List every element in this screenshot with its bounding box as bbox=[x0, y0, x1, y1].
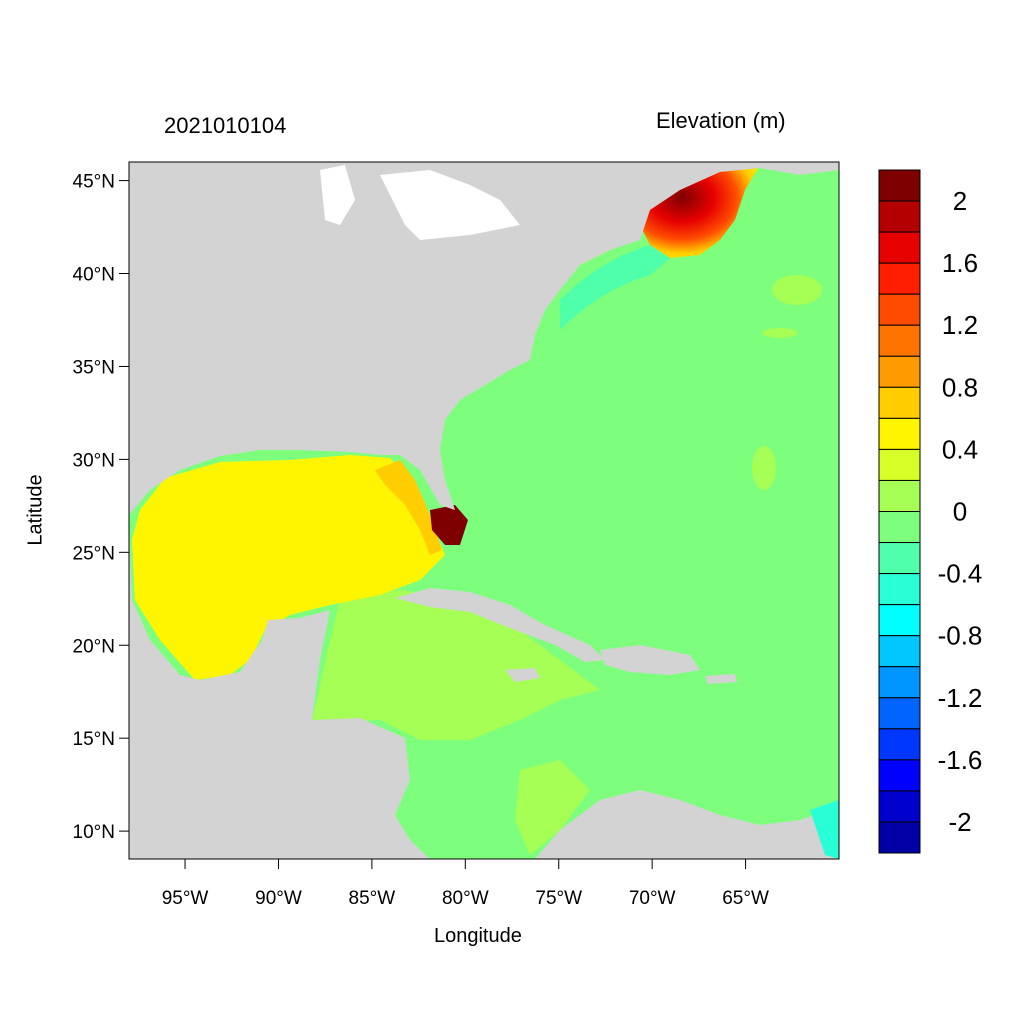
colorbar-swatch bbox=[878, 604, 921, 637]
patch-3 bbox=[762, 328, 798, 338]
y-tick-label: 20°N bbox=[73, 636, 115, 657]
land-cuba bbox=[395, 588, 605, 662]
variable-title: Elevation (m) bbox=[656, 108, 786, 133]
colorbar-label: -2 bbox=[948, 807, 971, 837]
colorbar-label: 2 bbox=[953, 186, 967, 216]
colorbar-swatch bbox=[878, 728, 921, 761]
x-axis-ticks: 95°W 90°W 85°W 80°W 75°W 70°W 65°W bbox=[162, 859, 769, 909]
x-tick-label: 75°W bbox=[535, 888, 582, 909]
patch-2 bbox=[752, 446, 776, 490]
land-puerto-rico bbox=[705, 674, 737, 684]
colorbar-swatch bbox=[878, 821, 921, 854]
colorbar-swatch bbox=[878, 635, 921, 668]
colorbar-label: 0 bbox=[953, 497, 967, 527]
colorbar-swatch bbox=[878, 231, 921, 264]
colorbar-label: -1.6 bbox=[938, 745, 983, 775]
colorbar-swatch bbox=[878, 386, 921, 419]
y-tick-label: 25°N bbox=[73, 543, 115, 564]
colorbar: 2 1.6 1.2 0.8 0.4 0 -0.4 -0.8 -1.2 -1.6 -2 bbox=[878, 169, 983, 854]
plot-frame bbox=[128, 161, 840, 860]
x-tick-label: 85°W bbox=[349, 888, 396, 909]
gulf-of-mexico bbox=[132, 455, 445, 680]
colorbar-swatch bbox=[878, 697, 921, 730]
colorbar-swatch bbox=[878, 759, 921, 792]
colorbar-label: -0.8 bbox=[938, 621, 983, 651]
colorbar-swatch bbox=[878, 448, 921, 481]
caribbean-south-zone bbox=[515, 760, 590, 855]
colorbar-label: 0.8 bbox=[942, 372, 978, 402]
colorbar-swatch bbox=[878, 169, 921, 202]
y-tick-label: 40°N bbox=[73, 265, 115, 286]
map-plot-area bbox=[129, 162, 839, 859]
great-lakes bbox=[320, 165, 355, 225]
land-north-america bbox=[129, 162, 839, 515]
x-tick-label: 65°W bbox=[722, 888, 769, 909]
colorbar-swatch bbox=[878, 542, 921, 575]
surge-northeast bbox=[640, 165, 760, 258]
colorbar-swatch bbox=[878, 262, 921, 295]
y-tick-label: 15°N bbox=[73, 729, 115, 750]
colorbar-swatch bbox=[878, 293, 921, 326]
y-tick-label: 30°N bbox=[73, 450, 115, 471]
map-timestamp: 2021010104 bbox=[164, 113, 287, 138]
x-axis-label: Longitude bbox=[434, 925, 522, 947]
x-tick-label: 70°W bbox=[629, 888, 676, 909]
colorbar-label: -0.4 bbox=[938, 559, 983, 589]
land-mexico bbox=[129, 515, 430, 859]
surge-florida bbox=[430, 505, 468, 545]
colorbar-swatch bbox=[878, 511, 921, 544]
colorbar-swatch bbox=[878, 573, 921, 606]
shelf-band bbox=[560, 245, 680, 330]
colorbar-swatch bbox=[878, 417, 921, 450]
colorbar-swatch bbox=[878, 479, 921, 513]
land-hispaniola bbox=[600, 645, 700, 675]
colorbar-label: 1.2 bbox=[942, 310, 978, 340]
coast-cyan bbox=[810, 800, 839, 859]
y-tick-label: 35°N bbox=[73, 357, 115, 378]
x-tick-label: 80°W bbox=[442, 888, 489, 909]
colorbar-label: 0.4 bbox=[942, 434, 978, 464]
x-tick-label: 95°W bbox=[162, 888, 209, 909]
colorbar-label: 1.6 bbox=[942, 248, 978, 278]
y-axis-ticks: 45°N 40°N 35°N 30°N 25°N 20°N 15°N 10°N bbox=[73, 172, 129, 843]
land-south-america bbox=[535, 790, 839, 859]
caribbean-zone bbox=[312, 590, 600, 740]
colorbar-swatch bbox=[878, 666, 921, 699]
y-tick-label: 45°N bbox=[73, 172, 115, 193]
colorbar-label: -1.2 bbox=[938, 683, 983, 713]
gulf-orange-shelf bbox=[375, 460, 442, 555]
colorbar-swatch bbox=[878, 200, 921, 233]
y-tick-label: 10°N bbox=[73, 822, 115, 843]
colorbar-swatch bbox=[878, 324, 921, 357]
great-lakes-2 bbox=[380, 170, 520, 240]
land-jamaica bbox=[505, 668, 540, 682]
x-tick-label: 90°W bbox=[255, 888, 302, 909]
patch-1 bbox=[772, 275, 822, 305]
colorbar-swatch bbox=[878, 790, 921, 823]
colorbar-swatch bbox=[878, 355, 921, 388]
